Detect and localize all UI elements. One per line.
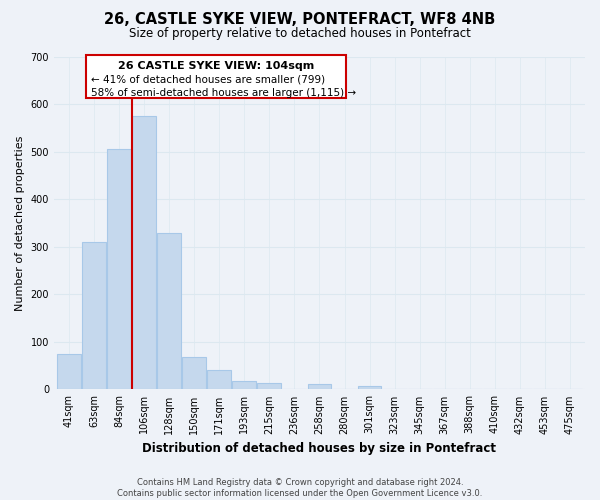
Bar	[132, 116, 156, 390]
Text: Size of property relative to detached houses in Pontefract: Size of property relative to detached ho…	[129, 28, 471, 40]
Bar	[232, 381, 256, 390]
Bar	[57, 354, 81, 390]
Bar	[308, 384, 331, 390]
X-axis label: Distribution of detached houses by size in Pontefract: Distribution of detached houses by size …	[142, 442, 496, 455]
Bar	[208, 370, 231, 390]
Text: Contains HM Land Registry data © Crown copyright and database right 2024.
Contai: Contains HM Land Registry data © Crown c…	[118, 478, 482, 498]
Bar	[358, 386, 382, 390]
FancyBboxPatch shape	[86, 55, 346, 98]
Text: 26, CASTLE SYKE VIEW, PONTEFRACT, WF8 4NB: 26, CASTLE SYKE VIEW, PONTEFRACT, WF8 4N…	[104, 12, 496, 28]
Text: 26 CASTLE SYKE VIEW: 104sqm: 26 CASTLE SYKE VIEW: 104sqm	[118, 61, 314, 71]
Bar	[257, 383, 281, 390]
Bar	[182, 357, 206, 390]
Text: ← 41% of detached houses are smaller (799): ← 41% of detached houses are smaller (79…	[91, 74, 325, 85]
Text: 58% of semi-detached houses are larger (1,115) →: 58% of semi-detached houses are larger (…	[91, 88, 356, 98]
Bar	[157, 234, 181, 390]
Y-axis label: Number of detached properties: Number of detached properties	[15, 136, 25, 310]
Bar	[82, 242, 106, 390]
Bar	[107, 149, 131, 390]
